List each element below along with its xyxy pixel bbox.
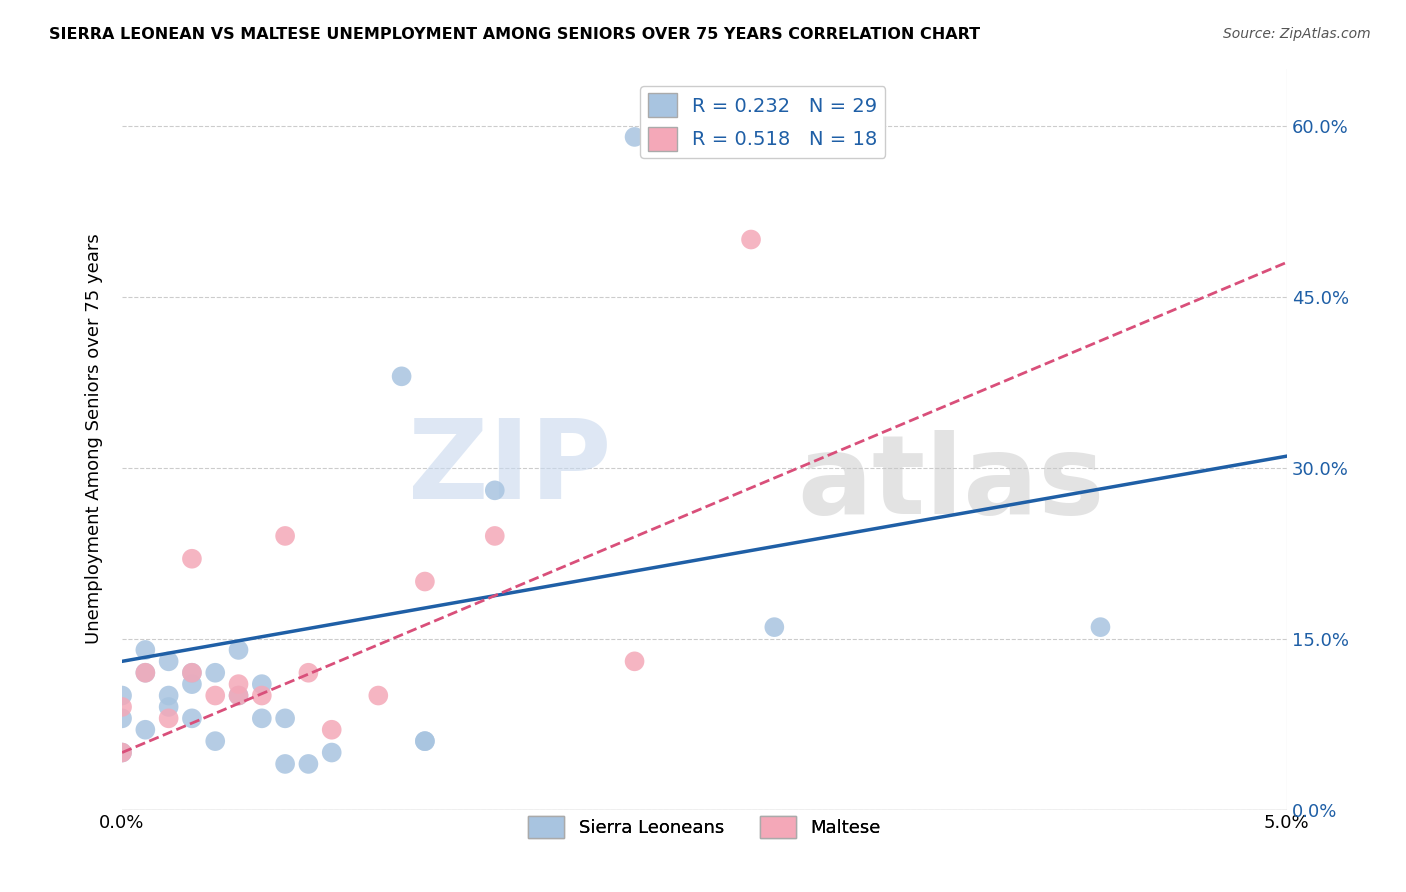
Point [181,665,204,680]
Point [321,746,343,760]
Point [1090,620,1112,634]
Point [181,677,204,691]
Point [484,529,506,543]
Legend: Sierra Leoneans, Maltese: Sierra Leoneans, Maltese [520,808,889,845]
Point [111,689,134,703]
Point [228,643,250,657]
Point [111,711,134,725]
Point [204,734,226,748]
Point [228,689,250,703]
Point [274,756,297,771]
Point [274,711,297,725]
Point [297,756,319,771]
Point [204,665,226,680]
Point [157,700,180,714]
Point [740,233,762,247]
Text: atlas: atlas [797,430,1105,537]
Point [623,654,645,668]
Point [134,643,156,657]
Point [134,665,156,680]
Point [111,746,134,760]
Point [413,734,436,748]
Point [484,483,506,498]
Point [250,711,273,725]
Point [413,574,436,589]
Text: ZIP: ZIP [408,415,612,522]
Point [111,700,134,714]
Point [297,665,319,680]
Point [181,665,204,680]
Y-axis label: Unemployment Among Seniors over 75 years: Unemployment Among Seniors over 75 years [86,234,103,644]
Point [250,689,273,703]
Point [228,677,250,691]
Point [134,665,156,680]
Point [321,723,343,737]
Point [157,689,180,703]
Point [111,746,134,760]
Point [134,723,156,737]
Point [157,654,180,668]
Point [623,129,645,144]
Point [391,369,413,384]
Point [181,551,204,566]
Point [204,689,226,703]
Text: Source: ZipAtlas.com: Source: ZipAtlas.com [1223,27,1371,41]
Point [413,734,436,748]
Point [250,677,273,691]
Point [367,689,389,703]
Point [763,620,786,634]
Point [274,529,297,543]
Point [228,689,250,703]
Point [181,711,204,725]
Text: SIERRA LEONEAN VS MALTESE UNEMPLOYMENT AMONG SENIORS OVER 75 YEARS CORRELATION C: SIERRA LEONEAN VS MALTESE UNEMPLOYMENT A… [49,27,980,42]
Point [157,711,180,725]
